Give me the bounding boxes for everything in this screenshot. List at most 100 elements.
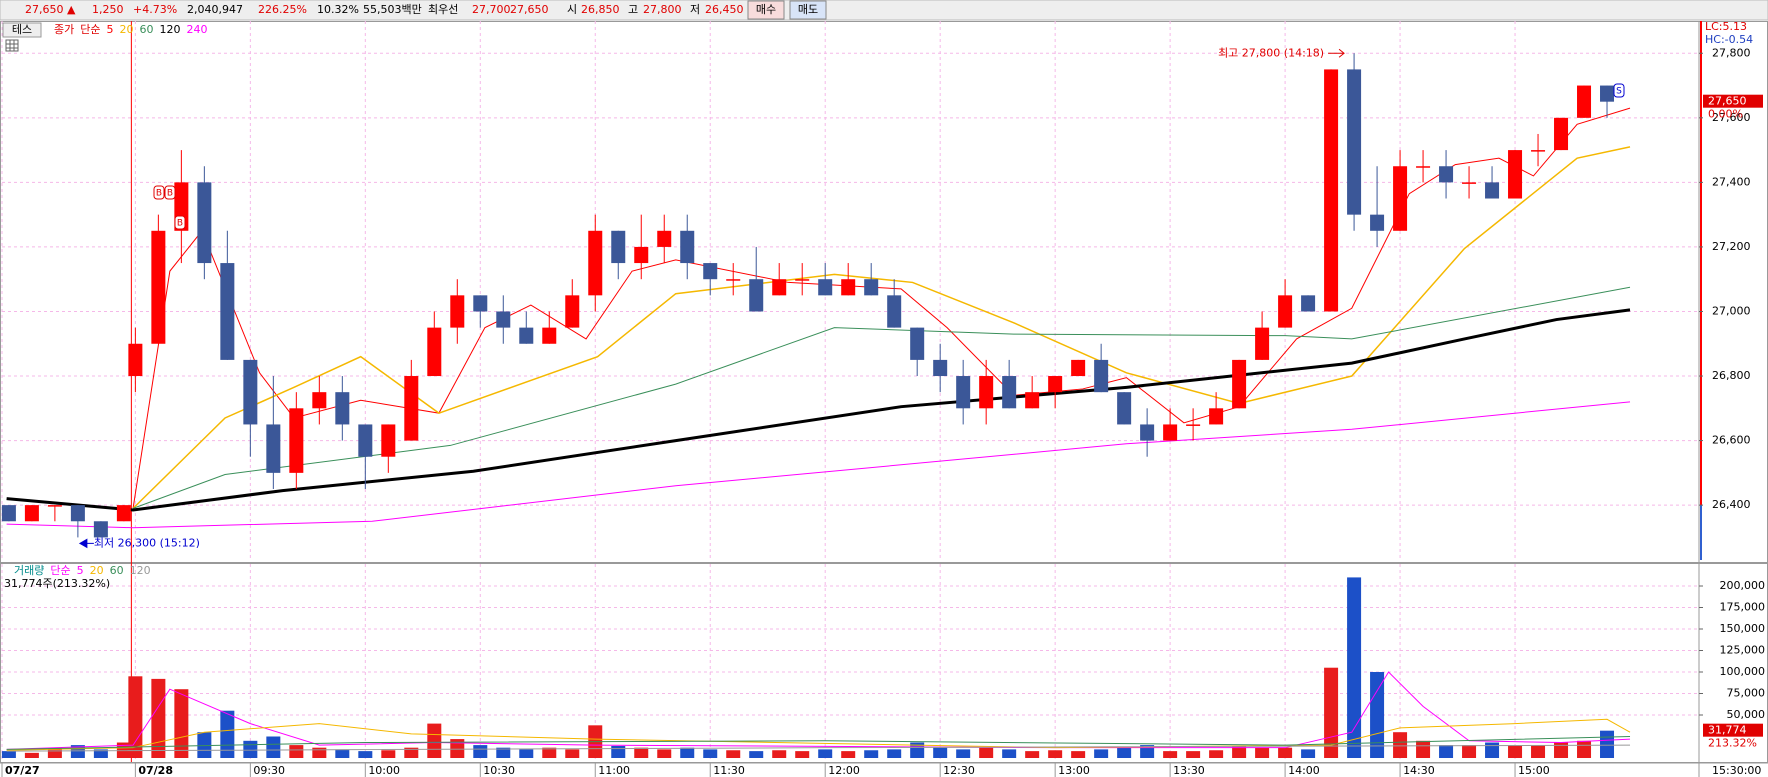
candle-body bbox=[1209, 408, 1224, 425]
volume-bar bbox=[887, 749, 902, 758]
volume-bar bbox=[24, 752, 39, 758]
candle-body bbox=[1255, 327, 1270, 360]
volume-ma-line bbox=[6, 736, 1631, 750]
volume-bar bbox=[1094, 749, 1109, 758]
candle-body bbox=[1324, 69, 1339, 312]
ma-line bbox=[6, 401, 1631, 529]
candle-body bbox=[47, 505, 62, 507]
y-tick-label: 75,000 bbox=[1727, 687, 1766, 700]
volume-bar bbox=[1117, 747, 1132, 758]
volume-bar bbox=[634, 747, 649, 758]
x-tick-label: 11:30 bbox=[713, 764, 745, 777]
candle-body bbox=[1232, 359, 1247, 409]
candle-body bbox=[1071, 359, 1086, 377]
signal-marker bbox=[153, 185, 165, 200]
volume-bar bbox=[1439, 745, 1454, 758]
legend-entry: 120 bbox=[130, 564, 151, 577]
x-tick-label: 07/28 bbox=[138, 764, 173, 777]
volume-bar bbox=[680, 747, 695, 758]
candle-body bbox=[519, 327, 534, 344]
candle-body bbox=[634, 246, 649, 264]
candle-body bbox=[1508, 150, 1523, 199]
candle-body bbox=[1186, 424, 1201, 426]
candle-body bbox=[657, 230, 672, 247]
candle-body bbox=[266, 424, 281, 473]
x-tick-label: 10:00 bbox=[368, 764, 400, 777]
header-field: 55,503백만 bbox=[363, 3, 422, 16]
grid-icon-lines bbox=[6, 40, 18, 51]
trade-button-label[interactable]: 매수 bbox=[756, 3, 776, 16]
header-field: +4.73% bbox=[133, 3, 177, 16]
candle-body bbox=[1163, 424, 1178, 441]
candle-body bbox=[151, 230, 166, 344]
header-field: 저 bbox=[690, 3, 700, 16]
legend-entry: 120 bbox=[160, 23, 181, 36]
trade-button[interactable] bbox=[789, 0, 827, 20]
volume-bar bbox=[1531, 745, 1546, 758]
trade-button-label[interactable]: 매도 bbox=[798, 3, 818, 16]
panel-button[interactable] bbox=[2, 22, 42, 38]
volume-bar bbox=[1370, 672, 1385, 758]
low-annotation: 최저 26,300 (15:12) bbox=[94, 536, 200, 549]
candle-body bbox=[979, 376, 994, 409]
header-field: 27,650 bbox=[510, 3, 549, 16]
volume-bar bbox=[1, 751, 16, 758]
volume-bar bbox=[979, 747, 994, 758]
volume-bar bbox=[220, 710, 235, 758]
x-end-label: 15:30:00 bbox=[1712, 764, 1761, 777]
volume-bar bbox=[266, 736, 281, 758]
volume-bar bbox=[657, 749, 672, 758]
volume-bar bbox=[1140, 745, 1155, 758]
candle-body bbox=[1531, 150, 1546, 152]
candle-body bbox=[956, 376, 971, 409]
y-tick-label: 125,000 bbox=[1720, 644, 1766, 657]
volume-ma-line bbox=[6, 718, 1631, 751]
volume-bar bbox=[473, 745, 488, 758]
volume-bar bbox=[1347, 577, 1362, 758]
volume-bar bbox=[749, 751, 764, 758]
last-price-label: 27,650 bbox=[1708, 95, 1747, 108]
candle-body bbox=[1, 505, 16, 522]
candle-body bbox=[795, 279, 810, 281]
candle-body bbox=[1094, 359, 1109, 393]
volume-bar bbox=[956, 749, 971, 758]
volume-bar bbox=[47, 747, 62, 758]
price-panel bbox=[0, 21, 1768, 563]
volume-bar bbox=[1186, 751, 1201, 758]
panel-button-label[interactable]: 테스 bbox=[12, 23, 32, 36]
high-annotation: 최고 27,800 (14:18) bbox=[1218, 46, 1324, 59]
candle-body bbox=[864, 279, 879, 296]
last-change-label: 0.00% bbox=[1708, 108, 1743, 121]
candle-body bbox=[1025, 392, 1040, 409]
volume-bar bbox=[1462, 745, 1477, 758]
trade-button[interactable] bbox=[747, 0, 785, 20]
candle-body bbox=[1485, 182, 1500, 199]
y-tick-label: 26,800 bbox=[1712, 369, 1751, 382]
candle-body bbox=[1370, 214, 1385, 231]
candle-body bbox=[1462, 182, 1477, 184]
signal-marker bbox=[1613, 83, 1625, 98]
volume-bar bbox=[772, 750, 787, 758]
y-tick-label: 27,200 bbox=[1712, 240, 1751, 253]
volume-bar bbox=[1577, 740, 1592, 758]
candle-body bbox=[335, 392, 350, 425]
header-field: 1,250 bbox=[92, 3, 124, 16]
volume-bar bbox=[427, 723, 442, 758]
grid-icon[interactable] bbox=[5, 39, 19, 52]
volume-bar bbox=[289, 745, 304, 758]
volume-bar bbox=[335, 749, 350, 758]
y-tick-label: 50,000 bbox=[1727, 708, 1766, 721]
x-tick-label: 12:00 bbox=[828, 764, 860, 777]
ma-line bbox=[132, 146, 1631, 509]
volume-bar bbox=[542, 747, 557, 758]
x-tick-label: 07/27 bbox=[5, 764, 40, 777]
volume-bar bbox=[864, 750, 879, 758]
candle-body bbox=[1439, 166, 1454, 183]
candle-body bbox=[1140, 424, 1155, 441]
volume-bar bbox=[841, 751, 856, 758]
ma-line bbox=[132, 107, 1631, 509]
legend-entry: 60 bbox=[110, 564, 124, 577]
legend-entry: 종가 bbox=[54, 23, 74, 36]
header-field: 고 bbox=[628, 3, 638, 16]
volume-bar bbox=[1554, 742, 1569, 758]
